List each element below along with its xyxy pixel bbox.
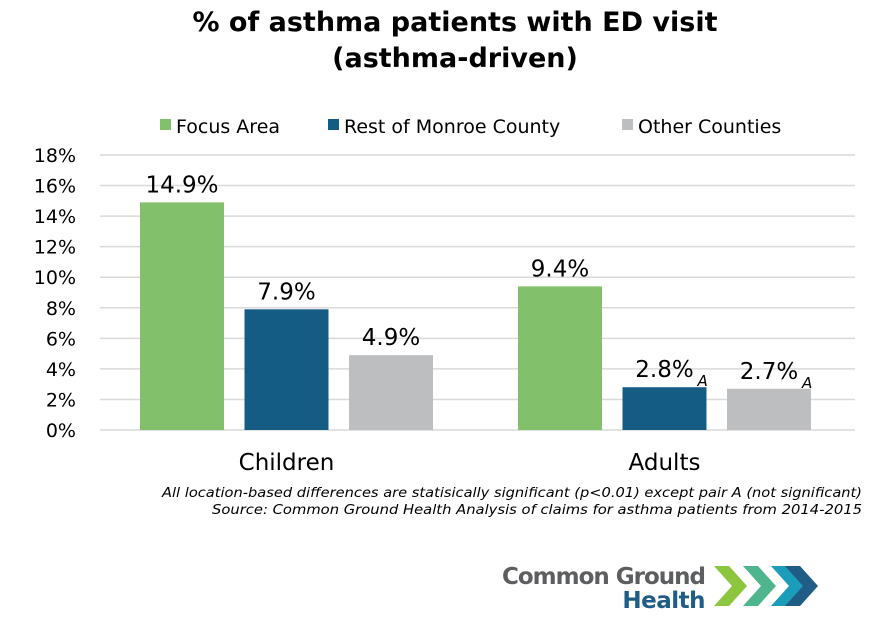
data-label: 2.7% xyxy=(740,359,798,385)
y-tick-label: 10% xyxy=(34,267,76,289)
bar xyxy=(622,387,707,430)
y-tick-label: 16% xyxy=(34,176,76,198)
legend-swatch xyxy=(622,119,633,130)
legend: Focus Area Rest of Monroe County Other Cou… xyxy=(160,116,781,138)
y-tick-label: 12% xyxy=(34,237,76,259)
chart-title-line-2: (asthma-driven) xyxy=(332,43,578,74)
y-tick-label: 6% xyxy=(46,328,76,350)
significance-note: A xyxy=(801,374,812,392)
data-label: 7.9% xyxy=(257,279,315,305)
data-label: 2.8% xyxy=(635,357,693,383)
y-tick-label: 18% xyxy=(34,145,76,167)
y-tick-label: 4% xyxy=(46,359,76,381)
chart-title-line-1: % of asthma patients with ED visit xyxy=(192,7,717,38)
bar xyxy=(244,309,329,430)
bar xyxy=(518,286,602,430)
logo: Common Ground Health xyxy=(502,564,818,614)
logo-text-line1: Common Ground xyxy=(502,564,705,590)
legend-swatch xyxy=(328,119,339,130)
legend-label: Rest of Monroe County xyxy=(344,116,560,138)
y-tick-label: 8% xyxy=(46,298,76,320)
legend-label: Other Counties xyxy=(638,116,781,138)
data-label: 9.4% xyxy=(531,256,589,282)
bar xyxy=(349,355,433,430)
data-label: 14.9% xyxy=(145,172,218,198)
bar xyxy=(140,202,224,430)
legend-swatch xyxy=(160,119,171,130)
footnote-significance: All location-based differences are stati… xyxy=(161,486,862,501)
legend-label: Focus Area xyxy=(176,116,280,138)
y-tick-label: 0% xyxy=(46,420,76,442)
significance-note: A xyxy=(697,372,708,390)
x-category-label: Children xyxy=(239,450,335,476)
data-label: 4.9% xyxy=(362,325,420,351)
y-tick-label: 14% xyxy=(34,206,76,228)
y-tick-label: 2% xyxy=(46,389,76,411)
footnote-source: Source: Common Ground Health Analysis of… xyxy=(212,503,862,518)
chevrons-icon xyxy=(714,566,818,606)
x-category-label: Adults xyxy=(629,450,701,476)
logo-text-line2: Health xyxy=(622,588,705,614)
bar xyxy=(727,388,811,430)
